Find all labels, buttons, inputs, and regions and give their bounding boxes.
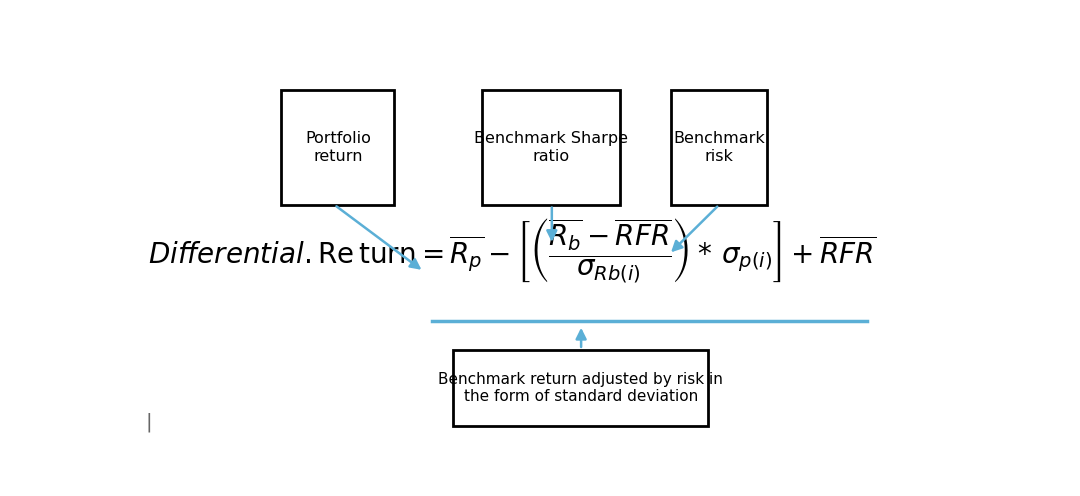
- Text: |: |: [145, 413, 151, 432]
- Text: Portfolio
return: Portfolio return: [305, 131, 370, 164]
- Text: $\mathit{Differential}.\mathrm{Re\,turn} = \overline{R_p} - \left[\left(\dfrac{\: $\mathit{Differential}.\mathrm{Re\,turn}…: [148, 216, 876, 285]
- Text: Benchmark Sharpe
ratio: Benchmark Sharpe ratio: [474, 131, 629, 164]
- FancyBboxPatch shape: [454, 350, 708, 426]
- FancyBboxPatch shape: [671, 90, 767, 205]
- FancyBboxPatch shape: [282, 90, 394, 205]
- FancyBboxPatch shape: [483, 90, 620, 205]
- Text: Benchmark return adjusted by risk in
the form of standard deviation: Benchmark return adjusted by risk in the…: [438, 372, 724, 404]
- Text: Benchmark
risk: Benchmark risk: [673, 131, 765, 164]
